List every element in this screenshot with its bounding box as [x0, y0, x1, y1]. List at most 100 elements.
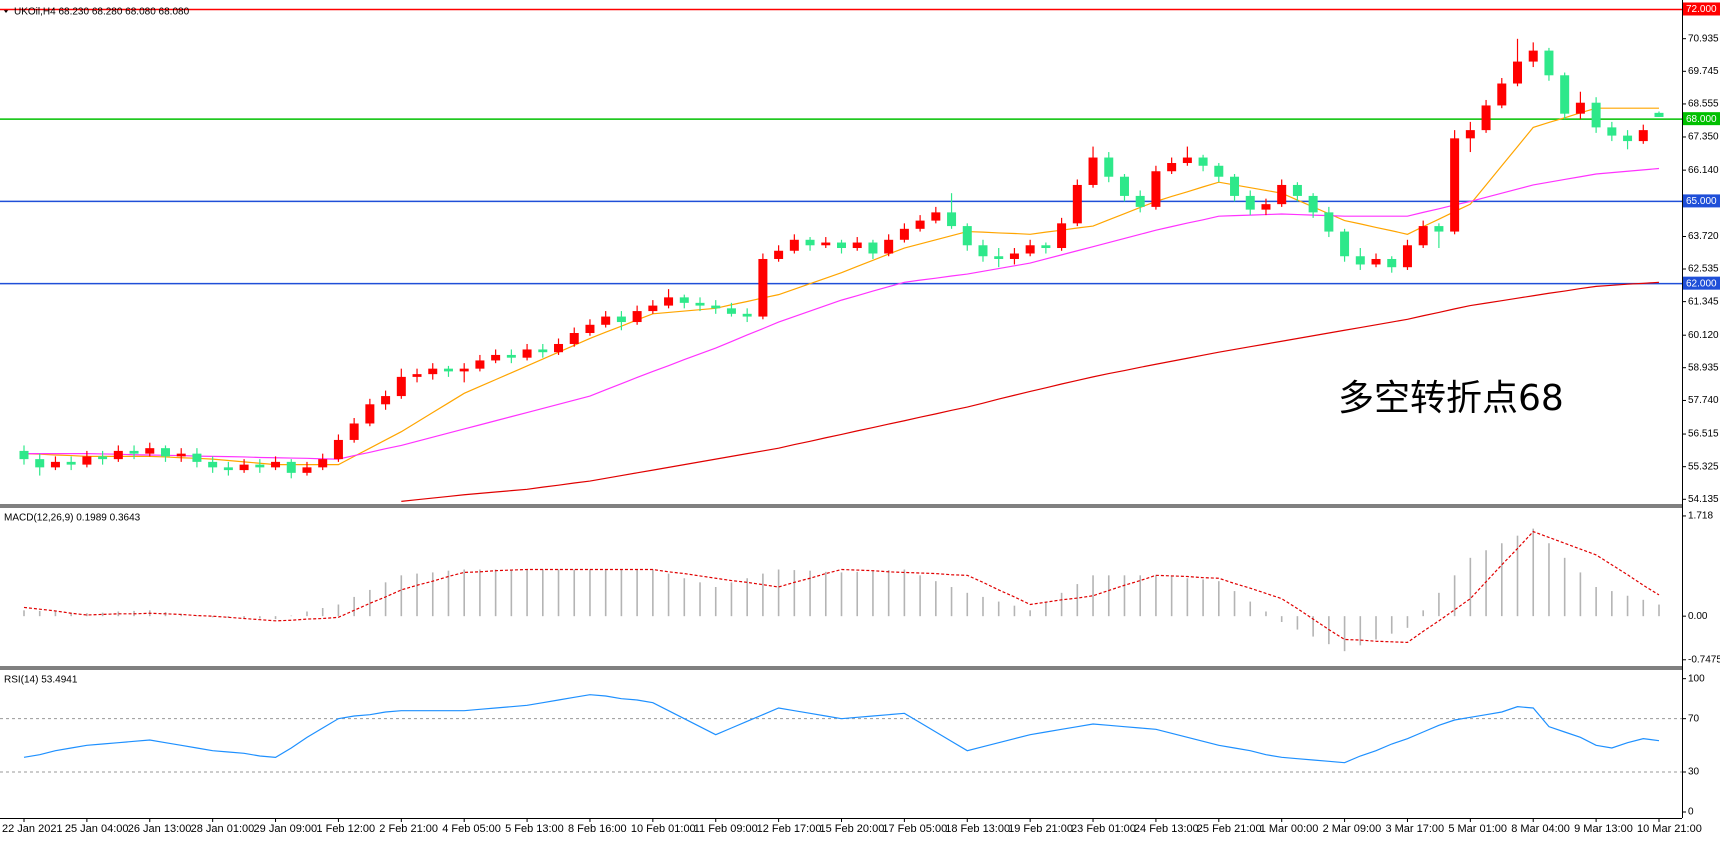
- y-tick-label: 54.135: [1688, 494, 1719, 505]
- level-tag: [1683, 2, 1720, 16]
- candle-body: [349, 423, 359, 440]
- candle-body: [664, 297, 674, 306]
- level-tag: [1683, 194, 1720, 208]
- candle-body: [428, 368, 438, 375]
- candle-body: [962, 226, 972, 246]
- moving-average: [23, 107, 1659, 466]
- y-tick-label: 67.350: [1688, 132, 1719, 143]
- candle-body: [632, 311, 642, 323]
- x-tick-label: 10 Feb 01:00: [631, 823, 696, 835]
- candle-body: [1167, 163, 1177, 172]
- candle-body: [852, 242, 862, 249]
- x-tick-label: 8 Feb 16:00: [568, 823, 627, 835]
- rsi-line: [23, 694, 1660, 764]
- candle-body: [616, 316, 626, 323]
- moving-average: [24, 167, 1660, 460]
- candle-body: [679, 297, 689, 303]
- candle-body: [239, 464, 249, 471]
- x-tick-label: 18 Feb 13:00: [945, 823, 1010, 835]
- candle-body: [1544, 50, 1554, 76]
- candle-body: [1591, 102, 1601, 128]
- candle-body: [1497, 83, 1507, 106]
- y-tick-label: 66.140: [1688, 165, 1719, 176]
- candle-body: [506, 354, 516, 358]
- candle-body: [66, 461, 76, 465]
- candle-body: [1182, 157, 1192, 164]
- candle-body: [223, 467, 233, 471]
- candle-body: [1245, 195, 1255, 210]
- candle-body: [318, 459, 328, 468]
- candle-body: [1214, 165, 1224, 177]
- candle-body: [302, 467, 312, 473]
- candle-body: [365, 404, 375, 424]
- candle-body: [113, 450, 123, 460]
- candle-body: [82, 456, 92, 465]
- candle-body: [1387, 258, 1397, 268]
- candle-body: [1119, 176, 1129, 196]
- y-tick-label: 56.515: [1688, 429, 1719, 440]
- x-tick-label: 12 Feb 17:00: [757, 823, 822, 835]
- y-tick-label: 68.555: [1688, 99, 1719, 110]
- candle-body: [1340, 231, 1350, 257]
- x-tick-label: 1 Mar 00:00: [1260, 823, 1319, 835]
- candle-body: [35, 459, 45, 468]
- candle-body: [726, 308, 736, 314]
- candle-body: [19, 450, 29, 460]
- level-label: 65.000: [1686, 196, 1717, 207]
- x-tick-label: 10 Mar 21:00: [1637, 823, 1702, 835]
- candle-body: [931, 212, 941, 221]
- candle-body: [1277, 184, 1287, 205]
- candle-body: [554, 343, 564, 353]
- candle-body: [585, 324, 595, 334]
- moving-average: [401, 281, 1660, 502]
- x-tick-label: 17 Feb 05:00: [882, 823, 947, 835]
- candle-body: [98, 456, 108, 460]
- candle-body: [1104, 157, 1114, 177]
- x-tick-label: 2 Feb 21:00: [379, 823, 438, 835]
- candle-body: [1009, 253, 1019, 259]
- candle-body: [1057, 223, 1067, 249]
- panel-separator: [0, 504, 1682, 508]
- y-tick-label: 0.00: [1688, 611, 1708, 622]
- candle-body: [1135, 195, 1145, 207]
- y-tick-label: 57.740: [1688, 395, 1719, 406]
- candle-body: [459, 368, 469, 372]
- candle-body: [1261, 204, 1271, 210]
- candle-body: [208, 461, 218, 468]
- level-tag: [1683, 276, 1720, 290]
- y-tick-label: 30: [1688, 767, 1700, 778]
- x-tick-label: 15 Feb 20:00: [820, 823, 885, 835]
- candle-body: [1434, 226, 1444, 232]
- panel-separator: [0, 666, 1682, 670]
- candle-body: [1324, 212, 1334, 232]
- x-tick-label: 11 Feb 09:00: [694, 823, 758, 835]
- candle-body: [1607, 127, 1617, 136]
- candle-body: [742, 313, 752, 317]
- x-tick-label: 29 Jan 09:00: [254, 823, 318, 835]
- candle-body: [1465, 130, 1475, 139]
- candle-body: [884, 239, 894, 254]
- candle-body: [491, 354, 501, 361]
- x-tick-label: 25 Feb 21:00: [1197, 823, 1262, 835]
- y-tick-label: 70: [1688, 713, 1700, 724]
- candle-body: [1654, 112, 1664, 117]
- annotation: 多空转折点68: [1338, 378, 1564, 419]
- candle-body: [129, 450, 139, 454]
- panel-title: UKOil,H4 68.230 68.280 68.080 68.080: [14, 7, 190, 18]
- x-tick-label: 24 Feb 13:00: [1134, 823, 1199, 835]
- candle-body: [1088, 157, 1098, 185]
- x-tick-label: 26 Jan 13:00: [128, 823, 192, 835]
- candle-body: [286, 461, 296, 473]
- candle-body: [333, 439, 343, 460]
- x-tick-label: 5 Feb 13:00: [505, 823, 564, 835]
- level-tag: [1683, 112, 1720, 126]
- candle-body: [1418, 226, 1428, 246]
- candle-body: [176, 453, 186, 457]
- candle-body: [789, 239, 799, 251]
- candle-body: [538, 349, 548, 353]
- candle-body: [1402, 245, 1412, 268]
- candle-body: [50, 461, 60, 468]
- x-tick-label: 2 Mar 09:00: [1323, 823, 1382, 835]
